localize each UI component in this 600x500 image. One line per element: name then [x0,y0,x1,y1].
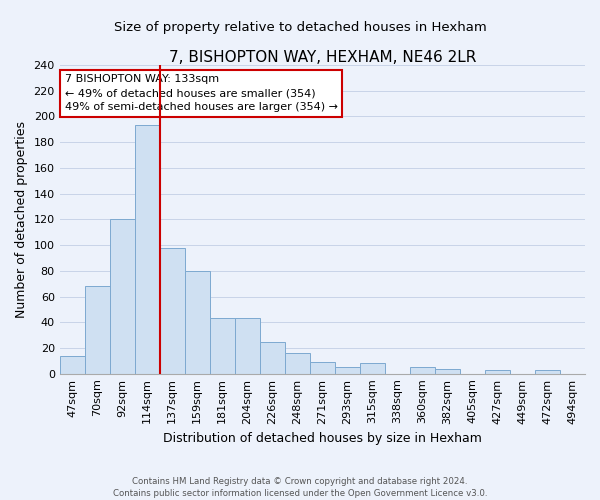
Bar [210,318,235,374]
Bar [110,220,135,374]
Y-axis label: Number of detached properties: Number of detached properties [15,121,28,318]
Bar [535,370,560,374]
Title: 7, BISHOPTON WAY, HEXHAM, NE46 2LR: 7, BISHOPTON WAY, HEXHAM, NE46 2LR [169,50,476,65]
X-axis label: Distribution of detached houses by size in Hexham: Distribution of detached houses by size … [163,432,482,445]
Bar [85,286,110,374]
Bar [235,318,260,374]
Bar [59,356,85,374]
Bar [435,368,460,374]
Text: Size of property relative to detached houses in Hexham: Size of property relative to detached ho… [113,21,487,34]
Bar [135,126,160,374]
Bar [185,271,210,374]
Bar [310,362,335,374]
Bar [485,370,510,374]
Bar [260,342,285,374]
Bar [410,367,435,374]
Text: 7 BISHOPTON WAY: 133sqm
← 49% of detached houses are smaller (354)
49% of semi-d: 7 BISHOPTON WAY: 133sqm ← 49% of detache… [65,74,338,112]
Bar [285,353,310,374]
Bar [335,367,360,374]
Bar [160,248,185,374]
Text: Contains HM Land Registry data © Crown copyright and database right 2024.
Contai: Contains HM Land Registry data © Crown c… [113,476,487,498]
Bar [360,364,385,374]
